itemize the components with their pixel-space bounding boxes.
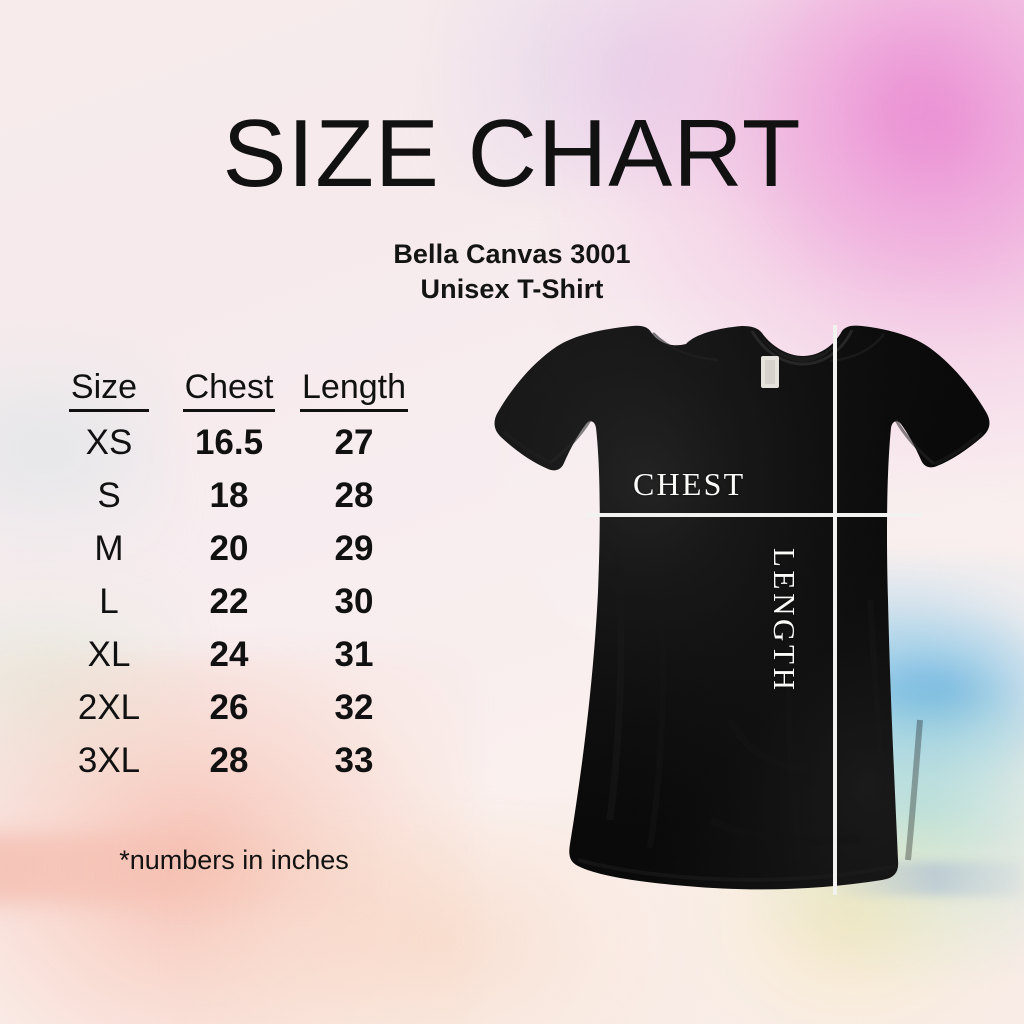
product-type: Unisex T-Shirt: [420, 274, 604, 304]
cell-chest: 28: [209, 741, 249, 780]
tshirt-illustration: CHEST LENGTH: [490, 300, 1024, 920]
cell-length: 33: [334, 741, 374, 780]
cell-chest: 22: [209, 582, 249, 621]
length-guide-line: [833, 325, 837, 895]
cell-length: 28: [334, 476, 374, 515]
cell-length: 31: [334, 635, 374, 674]
cell-size: M: [94, 529, 124, 568]
page-title: SIZE CHART: [222, 100, 802, 207]
chest-label: CHEST: [633, 466, 746, 502]
cell-length: 29: [334, 529, 374, 568]
cell-size: XS: [85, 423, 133, 462]
cell-length: 30: [334, 582, 374, 621]
cell-chest: 26: [209, 688, 249, 727]
table-row: XL 24 31: [48, 628, 420, 681]
chest-guide-line: [586, 513, 922, 517]
cell-size: XL: [87, 635, 131, 674]
column-header-chest: Chest: [170, 368, 288, 416]
cell-size: 2XL: [77, 688, 141, 727]
cell-chest: 24: [209, 635, 249, 674]
table-row: 3XL 28 33: [48, 734, 420, 787]
table-header-row: Size Chest Length: [48, 368, 420, 416]
cell-size: S: [97, 476, 121, 515]
product-name: Bella Canvas 3001: [393, 239, 631, 269]
length-label: LENGTH: [767, 548, 802, 694]
tshirt-icon: [490, 300, 1024, 920]
table-row: 2XL 26 32: [48, 681, 420, 734]
cell-chest: 18: [209, 476, 249, 515]
column-header-size: Size: [48, 368, 170, 416]
table-body: XS 16.5 27 S 18 28 M 20 29 L 22 30 XL: [48, 416, 420, 787]
table-row: M 20 29: [48, 522, 420, 575]
cell-length: 27: [334, 423, 374, 462]
cell-chest: 16.5: [194, 423, 264, 462]
table-row: L 22 30: [48, 575, 420, 628]
table-row: XS 16.5 27: [48, 416, 420, 469]
cell-length: 32: [334, 688, 374, 727]
table-row: S 18 28: [48, 469, 420, 522]
size-table: Size Chest Length XS 16.5 27 S 18 28 M 2…: [48, 368, 420, 787]
cell-size: 3XL: [77, 741, 141, 780]
column-header-length: Length: [288, 368, 420, 416]
cell-chest: 20: [209, 529, 249, 568]
cell-size: L: [99, 582, 119, 621]
units-footnote: *numbers in inches: [119, 845, 349, 875]
